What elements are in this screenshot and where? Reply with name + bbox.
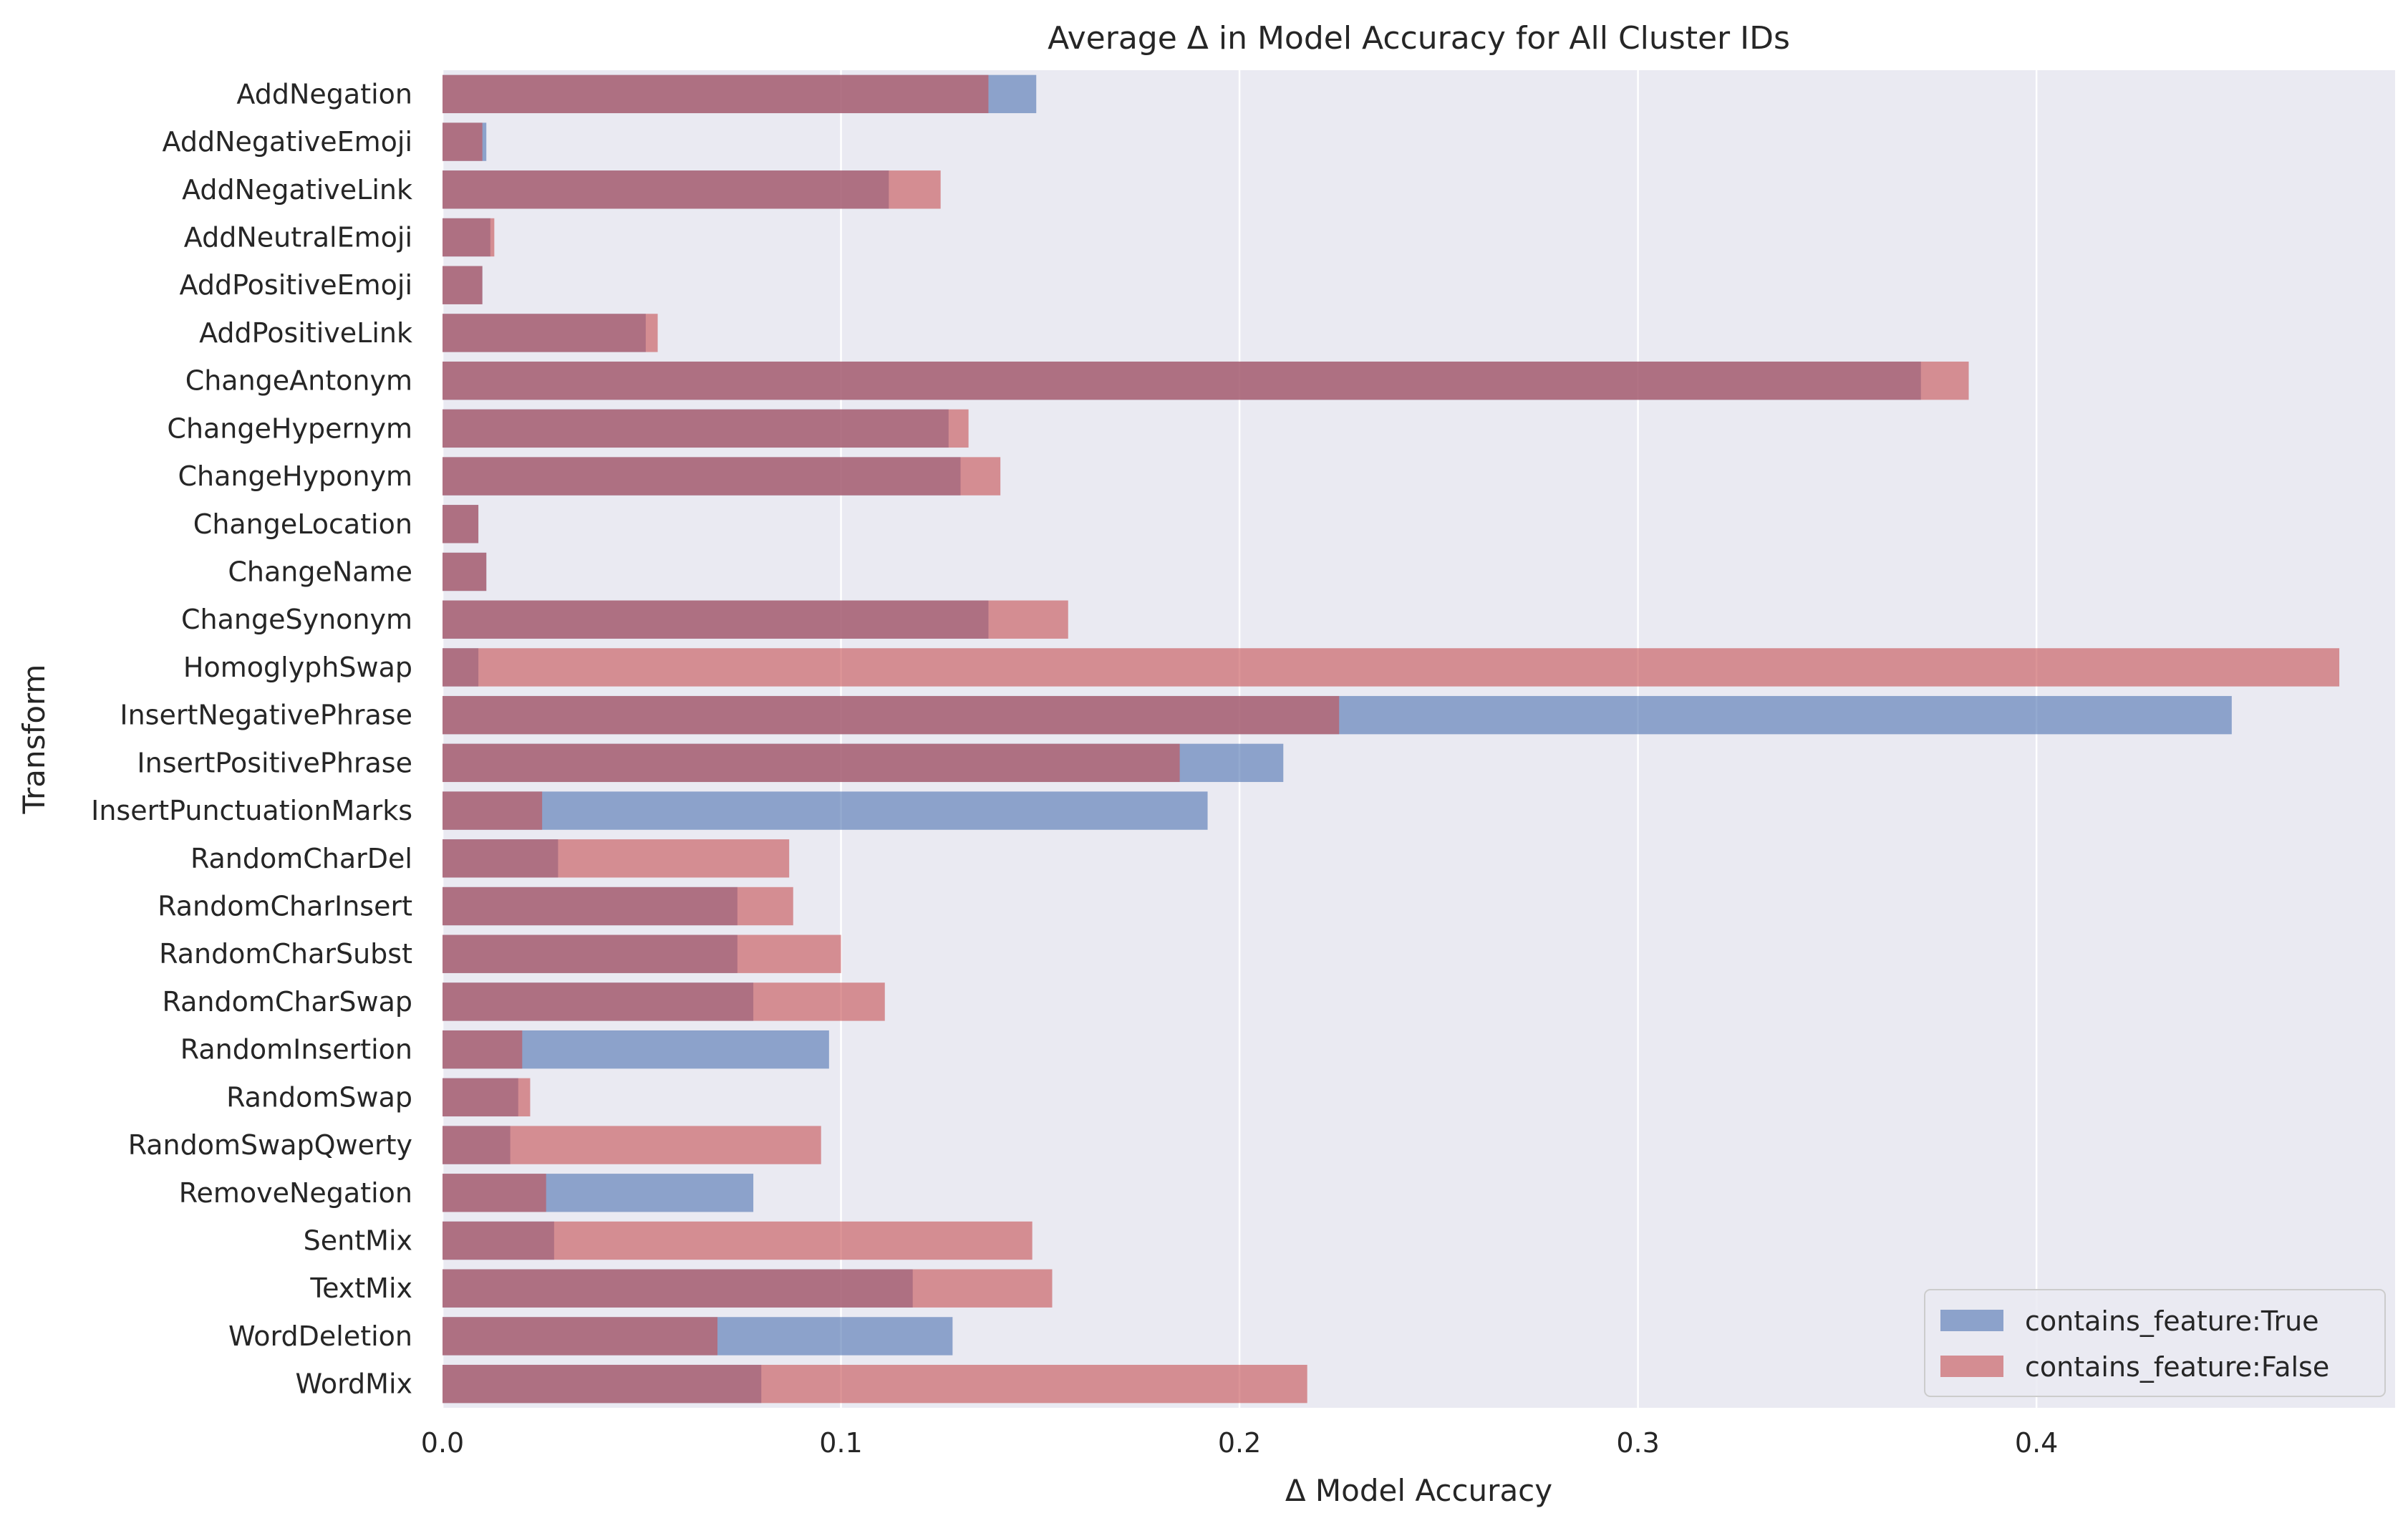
bar-false-AddNegation	[443, 74, 989, 114]
bar-true-InsertPunctuationMarks	[443, 791, 1208, 830]
y-tick-label: TextMix	[309, 1272, 412, 1304]
y-tick-label: RandomInsertion	[180, 1034, 412, 1066]
bar-false-AddNegativeEmoji	[443, 122, 483, 161]
bar-false-ChangeName	[443, 552, 487, 591]
bar-false-InsertNegativePhrase	[443, 695, 1340, 735]
y-tick-label: RandomSwapQwerty	[128, 1129, 412, 1161]
y-tick-label: RandomCharSwap	[163, 986, 412, 1018]
y-tick-label: ChangeSynonym	[181, 604, 412, 635]
bar-false-InsertPunctuationMarks	[443, 791, 543, 830]
y-tick-label: RandomCharDel	[190, 843, 412, 874]
x-tick-labels: 0.0 0.1 0.2 0.3 0.4	[421, 1427, 2059, 1459]
y-tick-label: AddPositiveEmoji	[180, 269, 412, 301]
bar-false-RemoveNegation	[443, 1174, 546, 1212]
y-tick-label: InsertPositivePhrase	[137, 747, 412, 778]
bar-false-TextMix	[443, 1269, 1053, 1308]
legend-entry: contains_feature:False	[2025, 1351, 2329, 1383]
bar-false-WordDeletion	[443, 1317, 718, 1356]
y-tick-label: AddNegativeEmoji	[163, 126, 413, 158]
y-tick-label: ChangeName	[228, 556, 412, 588]
y-tick-labels: AddNegation AddNegativeEmoji AddNegativeLi…	[91, 78, 412, 1399]
chart-title: Average Δ in Model Accuracy for All Clus…	[1048, 20, 1790, 57]
bars	[443, 74, 2340, 1404]
y-tick-label: AddNegativeLink	[182, 174, 412, 206]
bar-false-ChangeLocation	[443, 505, 479, 544]
bar-false-ChangeHypernym	[443, 409, 969, 448]
y-tick-label: RandomCharInsert	[158, 891, 412, 922]
bar-false-HomoglyphSwap	[443, 648, 2340, 687]
y-tick-label: ChangeHypernym	[167, 412, 412, 444]
x-axis-label: Δ Model Accuracy	[1285, 1473, 1552, 1508]
y-tick-label: WordDeletion	[228, 1320, 412, 1352]
y-tick-label: HomoglyphSwap	[183, 652, 412, 683]
bar-false-AddPositiveEmoji	[443, 266, 483, 304]
y-tick-label: RandomSwap	[226, 1081, 412, 1113]
y-tick-label: AddNegation	[236, 78, 412, 110]
legend-box	[1924, 1289, 2386, 1397]
bar-false-RandomInsertion	[443, 1030, 523, 1069]
y-tick-label: WordMix	[295, 1368, 412, 1400]
y-tick-label: ChangeHyponym	[178, 460, 412, 492]
x-tick-label: 0.0	[421, 1427, 464, 1459]
legend-swatch	[1940, 1356, 2003, 1377]
bar-false-RandomCharSubst	[443, 934, 841, 973]
bar-false-RandomCharDel	[443, 839, 790, 878]
y-tick-label: ChangeLocation	[193, 508, 412, 540]
legend: contains_feature:True contains_feature:Fa…	[1924, 1289, 2386, 1397]
bar-false-AddPositiveLink	[443, 314, 658, 352]
bar-false-RandomSwap	[443, 1078, 531, 1117]
plot-area	[443, 70, 2395, 1408]
x-tick-label: 0.3	[1616, 1427, 1659, 1459]
bar-false-SentMix	[443, 1221, 1033, 1260]
bar-false-ChangeAntonym	[443, 361, 1969, 400]
bar-false-AddNegativeLink	[443, 170, 941, 209]
bar-false-RandomCharSwap	[443, 982, 885, 1021]
x-tick-label: 0.2	[1218, 1427, 1261, 1459]
x-tick-label: 0.1	[819, 1427, 862, 1459]
bar-false-RandomCharInsert	[443, 887, 793, 926]
y-tick-label: ChangeAntonym	[185, 365, 412, 397]
bar-false-ChangeHyponym	[443, 457, 1001, 496]
legend-entry: contains_feature:True	[2025, 1305, 2319, 1337]
y-tick-label: InsertNegativePhrase	[120, 700, 412, 731]
y-tick-label: SentMix	[304, 1225, 412, 1257]
y-tick-label: RandomCharSubst	[159, 938, 412, 970]
y-tick-label: AddNeutralEmoji	[184, 222, 412, 253]
bar-false-InsertPositivePhrase	[443, 743, 1180, 783]
bar-false-AddNeutralEmoji	[443, 218, 495, 257]
bar-false-RandomSwapQwerty	[443, 1126, 821, 1164]
y-tick-label: AddPositiveLink	[199, 317, 412, 349]
y-tick-label: RemoveNegation	[179, 1177, 412, 1209]
bar-false-WordMix	[443, 1364, 1307, 1404]
legend-swatch	[1940, 1310, 2003, 1331]
y-tick-label: InsertPunctuationMarks	[91, 795, 412, 826]
x-tick-label: 0.4	[2015, 1427, 2058, 1459]
y-axis-label: Transform	[16, 665, 52, 815]
bar-false-ChangeSynonym	[443, 600, 1068, 639]
